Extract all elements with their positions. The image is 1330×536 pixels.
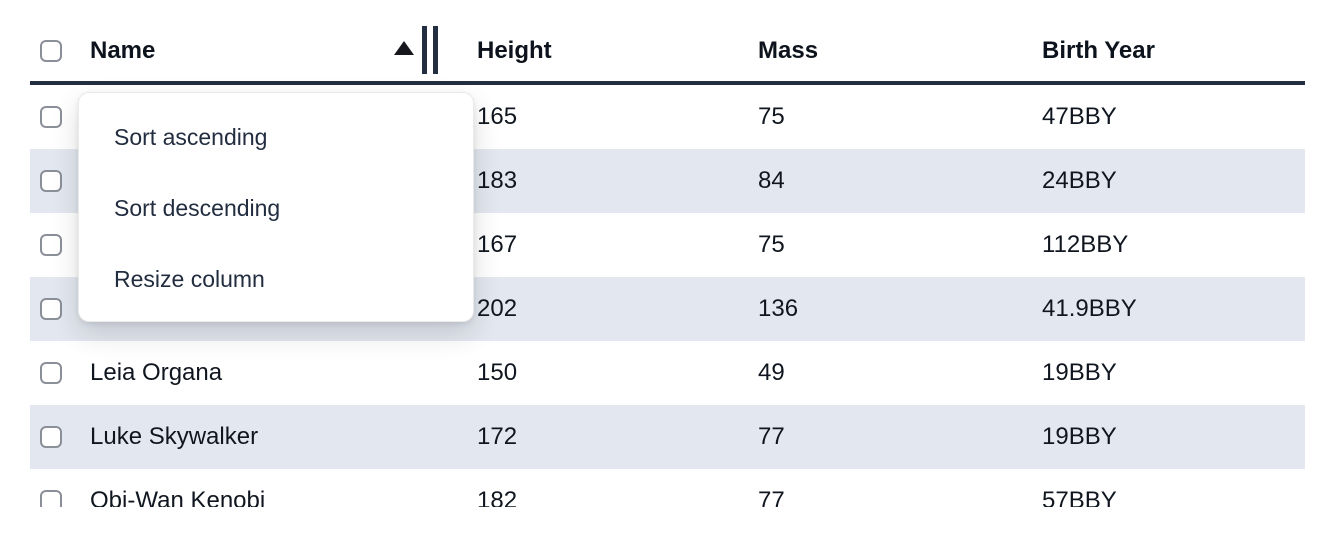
column-header-name[interactable]: Name (90, 37, 477, 65)
column-header-height[interactable]: Height (477, 37, 758, 65)
birth-year-cell: 41.9BBY (1042, 295, 1137, 322)
mass-cell: 49 (758, 359, 785, 386)
menu-item-sort-descending[interactable]: Sort descending (114, 195, 281, 221)
height-cell: 165 (477, 103, 518, 130)
column-header-name-label: Name (90, 37, 156, 64)
birth-year-cell: 47BBY (1042, 103, 1117, 130)
sort-ascending-icon (394, 41, 414, 55)
select-all-checkbox[interactable] (40, 40, 62, 62)
birth-year-cell: 19BBY (1042, 359, 1117, 386)
table-row: Obi-Wan Kenobi 182 77 57BBY (30, 469, 1305, 507)
row-checkbox-cell (30, 490, 90, 507)
mass-cell: 136 (758, 295, 799, 322)
row-select-checkbox[interactable] (40, 170, 62, 192)
name-cell: Luke Skywalker (90, 423, 259, 450)
height-cell: 182 (477, 487, 518, 507)
row-checkbox-cell (30, 106, 90, 128)
height-cell: 150 (477, 359, 518, 386)
row-select-checkbox[interactable] (40, 234, 62, 256)
mass-cell: 77 (758, 423, 785, 450)
mass-cell: 77 (758, 487, 785, 507)
column-resize-handle-icon[interactable] (422, 26, 438, 74)
row-select-checkbox[interactable] (40, 490, 62, 507)
table-row: 167 75 112BBY (30, 213, 1305, 277)
column-header-birth-year-label: Birth Year (1042, 37, 1155, 64)
height-cell: 202 (477, 295, 518, 322)
name-cell: Leia Organa (90, 359, 223, 386)
row-select-checkbox[interactable] (40, 362, 62, 384)
height-cell: 183 (477, 167, 518, 194)
column-header-birth-year[interactable]: Birth Year (1042, 37, 1305, 65)
header-checkbox-cell (30, 40, 90, 62)
row-checkbox-cell (30, 426, 90, 448)
column-header-mass-label: Mass (758, 37, 819, 64)
birth-year-cell: 112BBY (1042, 231, 1129, 258)
row-select-checkbox[interactable] (40, 426, 62, 448)
table-row: Luke Skywalker 172 77 19BBY (30, 405, 1305, 469)
row-select-checkbox[interactable] (40, 106, 62, 128)
birth-year-cell: 19BBY (1042, 423, 1117, 450)
height-cell: 167 (477, 231, 518, 258)
row-select-checkbox[interactable] (40, 298, 62, 320)
column-context-menu: Sort ascending Sort descending Resize co… (78, 92, 474, 322)
row-checkbox-cell (30, 170, 90, 192)
table-header: Name Height Mass Birth Year (30, 0, 1305, 85)
birth-year-cell: 57BBY (1042, 487, 1117, 507)
row-checkbox-cell (30, 362, 90, 384)
name-cell: Obi-Wan Kenobi (90, 487, 266, 507)
height-cell: 172 (477, 423, 518, 450)
mass-cell: 75 (758, 231, 785, 258)
menu-item-sort-ascending[interactable]: Sort ascending (114, 124, 268, 150)
column-header-height-label: Height (477, 37, 552, 64)
row-checkbox-cell (30, 234, 90, 256)
birth-year-cell: 24BBY (1042, 167, 1117, 194)
column-header-mass[interactable]: Mass (758, 37, 1042, 65)
mass-cell: 75 (758, 103, 785, 130)
table-row: Leia Organa 150 49 19BBY (30, 341, 1305, 405)
row-checkbox-cell (30, 298, 90, 320)
menu-item-resize-column[interactable]: Resize column (114, 266, 265, 292)
mass-cell: 84 (758, 167, 785, 194)
table-row: 165 75 47BBY (30, 85, 1305, 149)
